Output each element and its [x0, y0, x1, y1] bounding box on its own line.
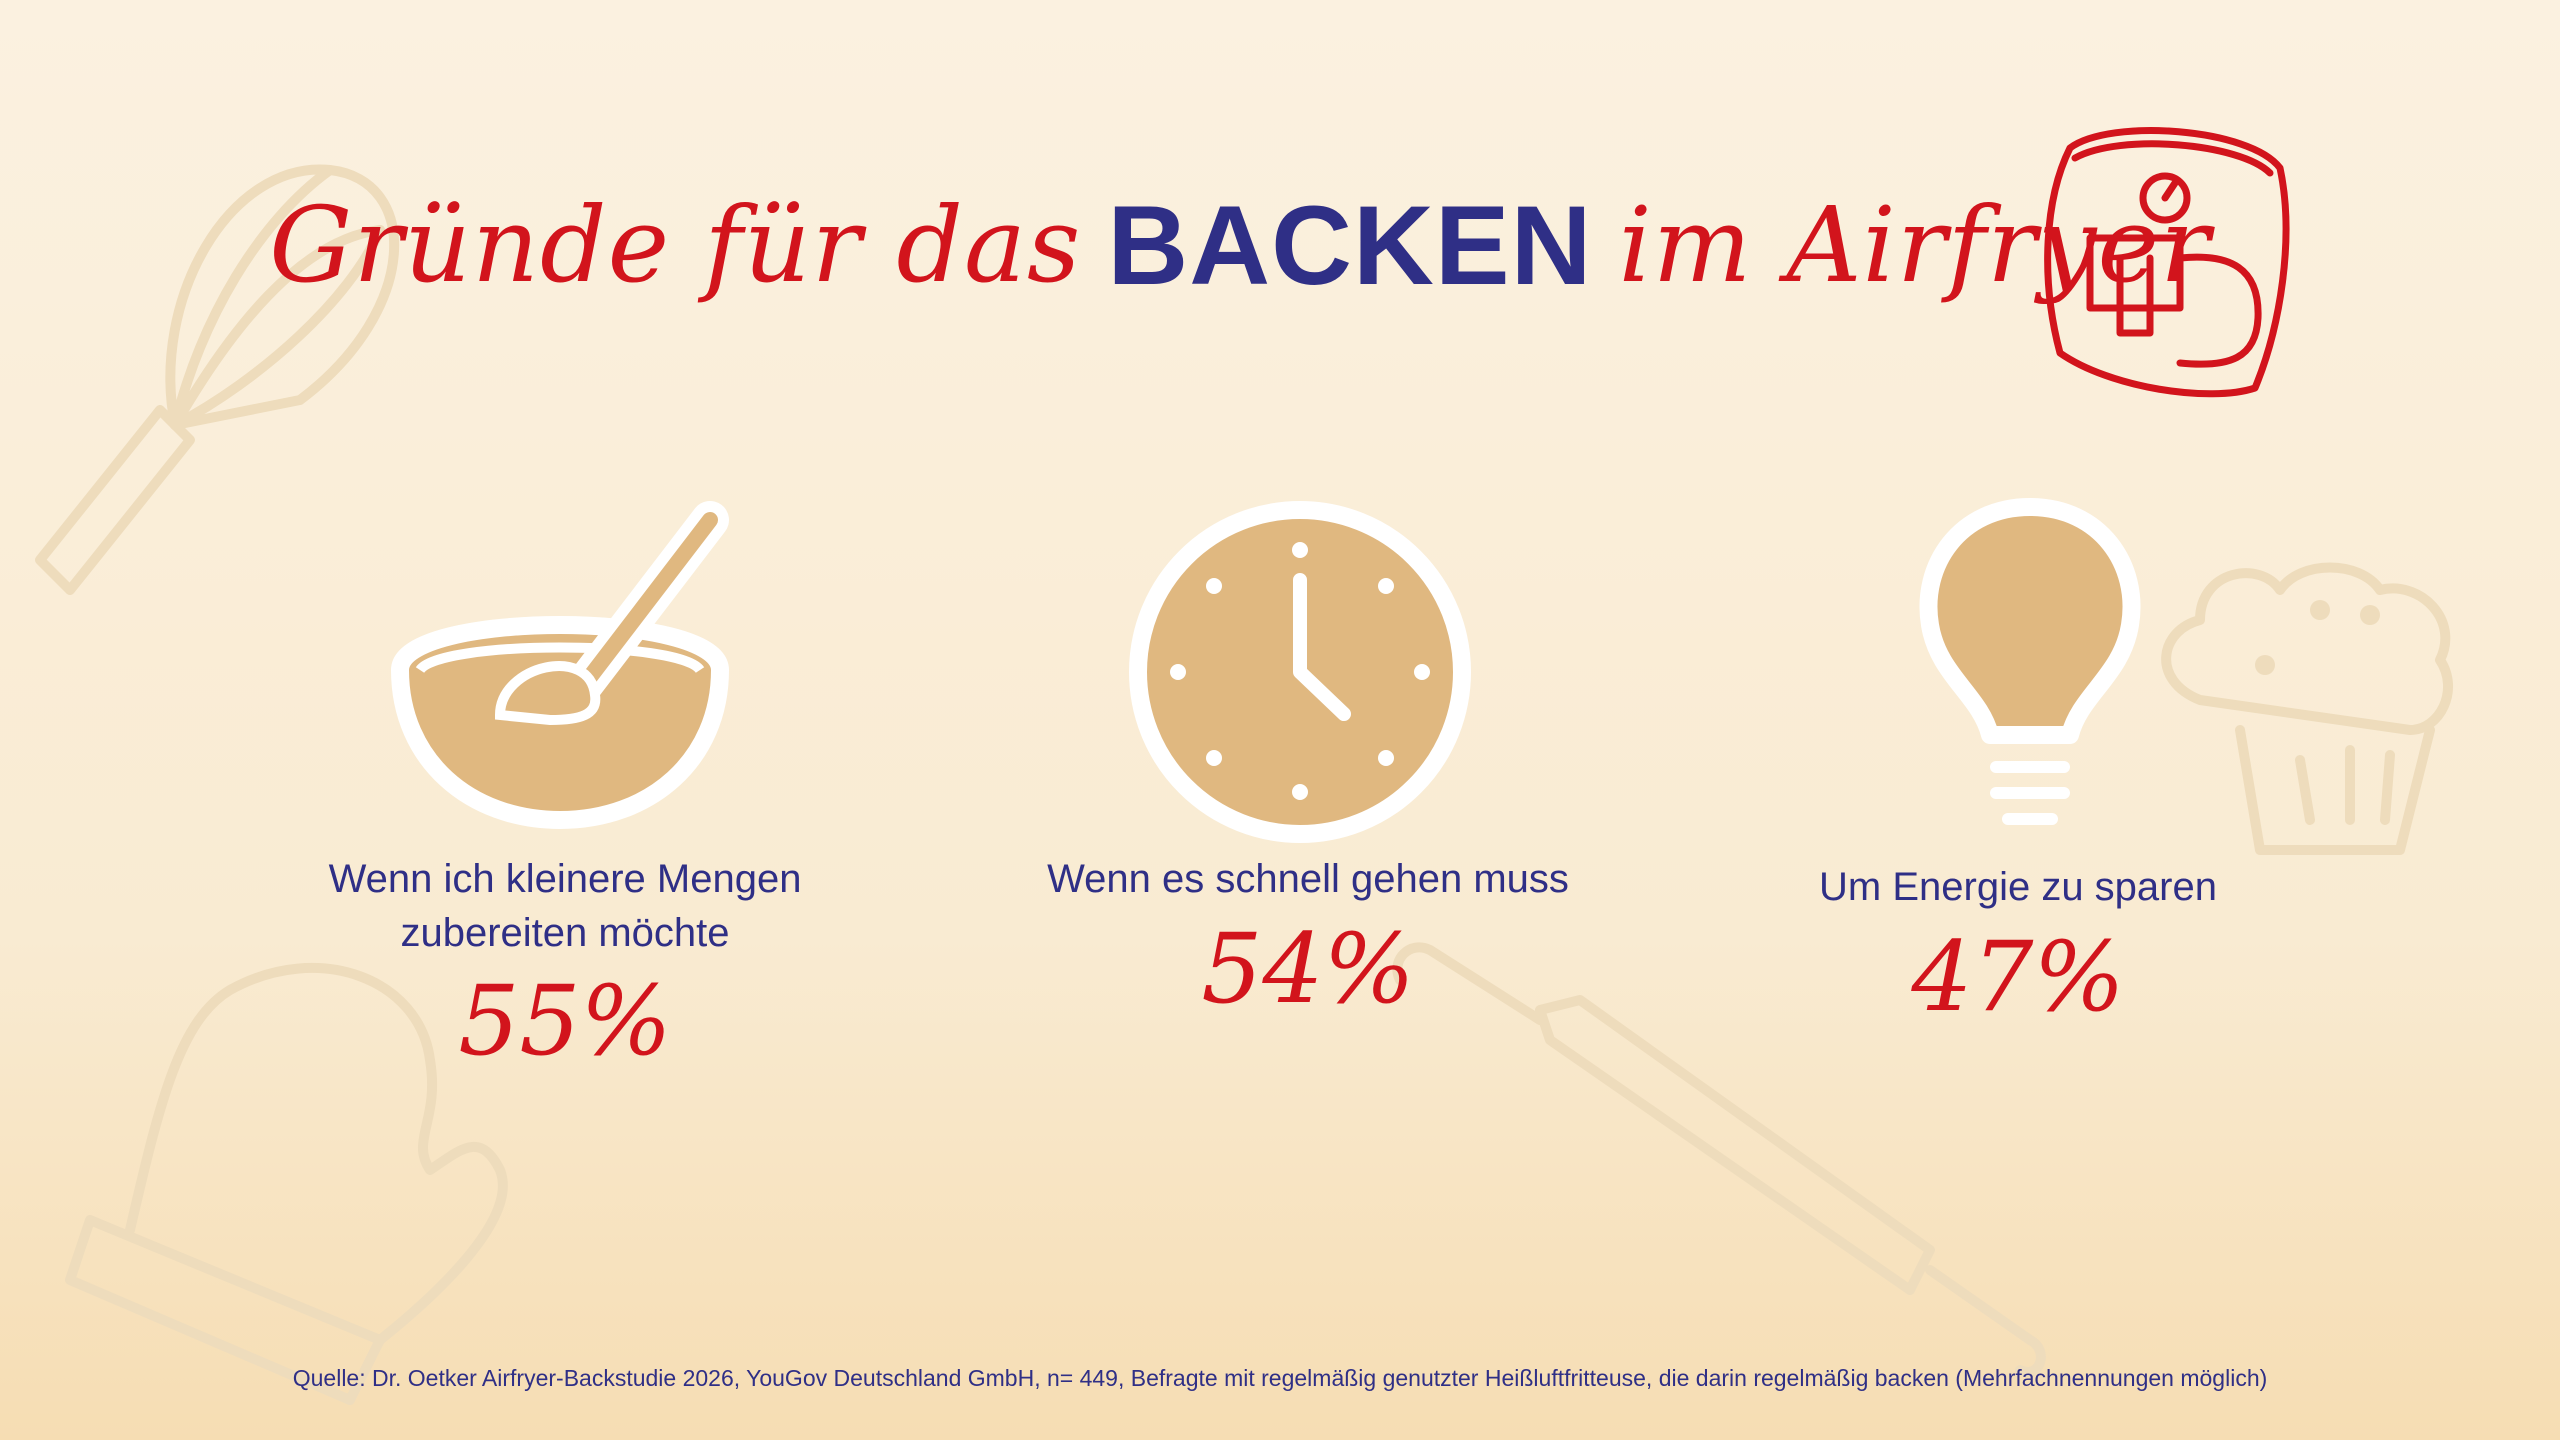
item-3-label: Um Energie zu sparen: [1668, 860, 2368, 914]
source-note: Quelle: Dr. Oetker Airfryer-Backstudie 2…: [292, 1365, 2268, 1391]
title-part-1: Gründe für das: [269, 184, 1082, 306]
item-2-label: Wenn es schnell gehen muss: [958, 852, 1658, 906]
oven-mitt-icon: [65, 963, 508, 1405]
muffin-icon: [2161, 562, 2454, 855]
item-1-value: 55%: [458, 965, 672, 1077]
item-1-label: Wenn ich kleinere Mengen zubereiten möch…: [215, 852, 915, 960]
item-2-value: 54%: [1201, 913, 1415, 1025]
light-bulb-icon: [1919, 498, 2141, 825]
mixing-bowl-icon: [390, 501, 730, 830]
airfryer-icon: [2044, 127, 2290, 398]
page-title: Gründe für das BACKEN im Airfryer: [269, 160, 2210, 330]
clock-icon: [1129, 501, 1471, 843]
title-part-3: im Airfryer: [1618, 184, 2211, 306]
item-3-label-line-1: Um Energie zu sparen: [1819, 865, 2217, 909]
title-part-2: BACKEN: [1107, 182, 1593, 308]
item-2-label-line-1: Wenn es schnell gehen muss: [1047, 857, 1569, 901]
whisk-icon: [35, 164, 400, 595]
rolling-pin-icon: [1392, 942, 2046, 1377]
item-1-label-line-1: Wenn ich kleinere Mengen: [328, 857, 802, 901]
item-1-label-line-2: zubereiten möchte: [400, 911, 730, 955]
item-3-value: 47%: [1911, 921, 2125, 1033]
